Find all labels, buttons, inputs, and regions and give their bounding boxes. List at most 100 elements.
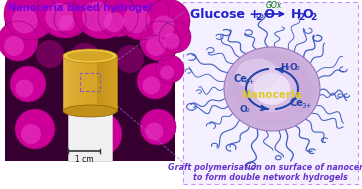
Text: H: H (280, 63, 288, 71)
Circle shape (10, 66, 46, 102)
Ellipse shape (233, 55, 311, 123)
Ellipse shape (67, 51, 113, 61)
Bar (77, 56, 78, 111)
Ellipse shape (254, 73, 290, 105)
Ellipse shape (63, 49, 117, 63)
Bar (71, 56, 72, 111)
Circle shape (4, 36, 24, 56)
Text: Glucose + O: Glucose + O (190, 8, 275, 20)
Circle shape (142, 77, 160, 94)
Bar (111, 56, 112, 111)
Bar (68, 111, 112, 161)
Circle shape (15, 109, 55, 149)
Circle shape (37, 0, 93, 38)
Ellipse shape (224, 47, 320, 131)
Text: O: O (239, 105, 247, 114)
Bar (93, 56, 94, 111)
Circle shape (73, 87, 97, 111)
Bar (99, 56, 100, 111)
Bar (97, 56, 98, 111)
Text: Graft polymerisation on surface of nanoceria: Graft polymerisation on surface of nanoc… (168, 163, 362, 173)
Bar (82, 56, 83, 111)
Circle shape (115, 0, 169, 40)
Bar (111, 56, 112, 111)
Circle shape (160, 66, 174, 80)
Circle shape (123, 6, 150, 33)
Bar (75, 56, 76, 111)
Circle shape (153, 15, 174, 37)
Bar (103, 56, 104, 111)
Bar (183, 2, 358, 184)
Bar (108, 56, 109, 111)
Bar (73, 56, 74, 111)
Bar (67, 56, 68, 111)
Bar (87, 56, 88, 111)
Bar (112, 56, 113, 111)
Bar (91, 56, 92, 111)
Bar (102, 56, 103, 111)
Bar (115, 56, 116, 111)
Circle shape (85, 129, 106, 150)
Circle shape (82, 2, 112, 32)
Circle shape (146, 36, 166, 56)
Bar (102, 56, 103, 111)
Bar (116, 56, 117, 111)
Bar (107, 56, 108, 111)
Circle shape (140, 21, 180, 61)
Bar (64, 56, 65, 111)
Text: 2: 2 (310, 12, 316, 22)
Circle shape (21, 124, 41, 144)
Bar (63, 56, 117, 111)
Circle shape (104, 12, 124, 32)
Circle shape (45, 3, 73, 31)
Bar (68, 56, 69, 111)
Bar (63, 56, 64, 111)
Bar (81, 56, 82, 111)
Circle shape (73, 0, 133, 39)
Text: O: O (289, 63, 297, 71)
Bar (106, 56, 107, 111)
Bar (76, 56, 77, 111)
Text: 1 cm: 1 cm (75, 155, 93, 164)
Bar (80, 56, 81, 111)
Circle shape (59, 15, 75, 31)
Bar (99, 56, 100, 111)
Bar (90, 56, 91, 111)
Text: 3+: 3+ (301, 103, 311, 109)
Bar (100, 56, 101, 111)
Circle shape (146, 122, 163, 140)
Text: 2: 2 (246, 108, 250, 114)
Circle shape (36, 40, 64, 68)
Bar (116, 56, 117, 111)
Bar (110, 56, 111, 111)
Text: 2: 2 (286, 67, 290, 71)
Ellipse shape (245, 66, 298, 112)
Text: Nanoceria: Nanoceria (242, 90, 302, 100)
Ellipse shape (228, 50, 316, 128)
Bar (94, 56, 95, 111)
Text: 2: 2 (295, 67, 299, 71)
Circle shape (146, 0, 190, 43)
Bar (107, 56, 108, 111)
Bar (70, 56, 71, 111)
Bar (80, 73, 100, 91)
Text: 4+: 4+ (245, 79, 255, 85)
Bar (89, 56, 90, 111)
Circle shape (12, 8, 38, 33)
Ellipse shape (239, 60, 306, 118)
Text: O: O (302, 8, 313, 20)
Bar (98, 56, 99, 111)
Bar (86, 56, 87, 111)
Bar (108, 56, 109, 111)
Bar (104, 56, 105, 111)
Bar (109, 56, 110, 111)
Text: Ce: Ce (234, 74, 248, 84)
Bar (97, 56, 98, 111)
Circle shape (16, 80, 33, 98)
Bar (110, 56, 111, 111)
Bar (72, 56, 73, 111)
Bar (74, 56, 75, 111)
Bar (66, 56, 67, 111)
Bar (78, 56, 79, 111)
Text: Nanoceria based hydrogel: Nanoceria based hydrogel (8, 3, 152, 13)
